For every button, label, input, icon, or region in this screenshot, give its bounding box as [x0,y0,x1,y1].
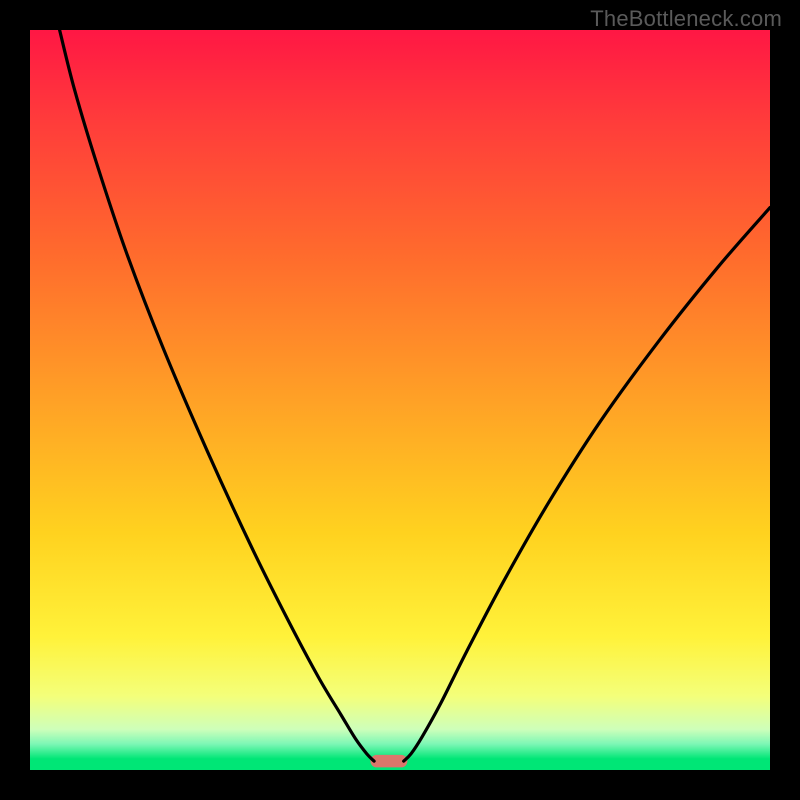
watermark-text: TheBottleneck.com [590,6,782,32]
plot-area [30,30,770,770]
gradient-background [30,30,770,770]
chart-canvas: TheBottleneck.com [0,0,800,800]
bottleneck-chart-svg [0,0,800,800]
bottleneck-marker [370,755,407,768]
